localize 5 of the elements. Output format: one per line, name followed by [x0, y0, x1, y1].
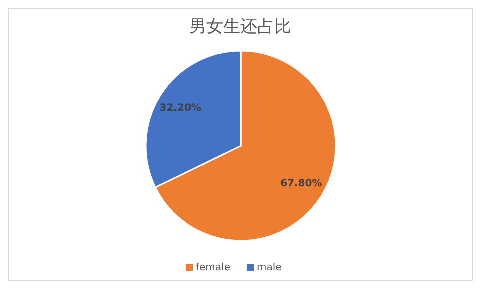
legend-label: male	[257, 262, 282, 274]
chart-title: 男女生还占比	[190, 17, 292, 37]
data-label: 67.80%	[280, 178, 322, 190]
legend-label: female	[196, 262, 230, 274]
data-label: 32.20%	[160, 102, 202, 114]
